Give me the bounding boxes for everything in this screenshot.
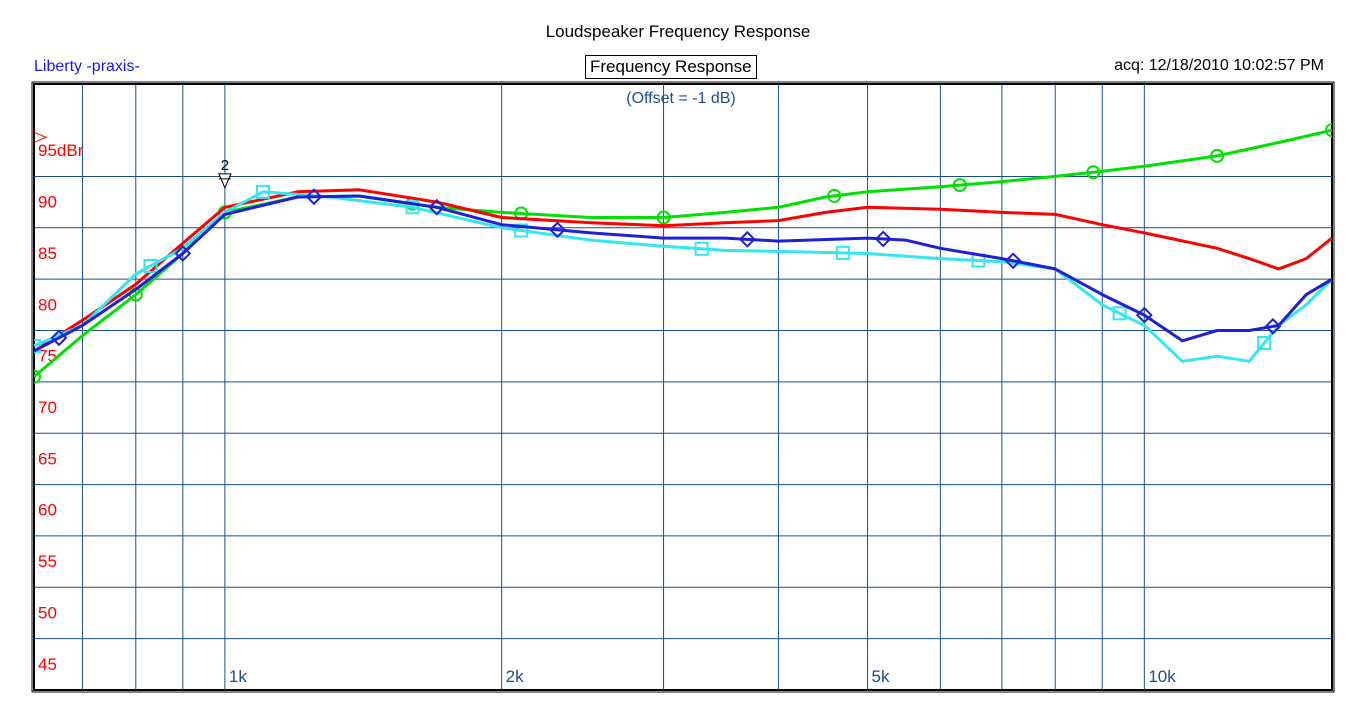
device-label: Liberty -praxis-	[34, 58, 140, 75]
series-marker	[738, 230, 756, 248]
series-marker	[1004, 252, 1022, 270]
y-tick-label: 50	[38, 603, 57, 622]
series-marker	[255, 184, 270, 199]
y-tick-label: 90	[38, 193, 57, 212]
series-marker	[405, 200, 420, 215]
y-tick-label: 70	[38, 398, 57, 417]
series-marker	[174, 245, 192, 262]
series-marker	[34, 369, 41, 384]
series-marker	[1086, 165, 1101, 180]
series-marker	[1135, 306, 1153, 324]
y-tick-label: 60	[38, 501, 57, 520]
chart-title: Loudspeaker Frequency Response	[545, 22, 811, 41]
series-marker	[1257, 336, 1272, 351]
series-line-4	[34, 194, 1332, 353]
outer-frame	[31, 81, 1335, 693]
series-marker	[952, 178, 967, 193]
series-line-2	[34, 188, 1332, 353]
cursor-marker-label: 2	[221, 157, 229, 174]
x-tick-label: 5k	[872, 667, 890, 686]
y-tick-label: 45	[38, 655, 57, 674]
series-marker	[656, 210, 671, 225]
series-marker	[514, 223, 529, 238]
acquisition-timestamp: acq: 12/18/2010 10:02:57 PM	[1114, 57, 1324, 74]
x-tick-label: 2k	[506, 667, 524, 686]
measurement-name-box[interactable]: Frequency Response	[585, 55, 757, 79]
series-marker	[305, 188, 323, 206]
series-marker	[143, 258, 158, 273]
series-marker	[549, 221, 566, 239]
series-marker	[1325, 123, 1332, 138]
series-marker	[835, 245, 850, 260]
ref-level-marker	[33, 131, 48, 143]
series-marker	[1112, 306, 1127, 321]
plot-area	[33, 83, 1333, 691]
y-tick-label: 55	[38, 552, 57, 571]
series-marker	[428, 198, 446, 216]
series-layer	[34, 123, 1332, 384]
series-marker	[874, 230, 892, 248]
series-marker	[50, 329, 68, 347]
cursor-marker	[218, 173, 232, 190]
series-marker	[34, 338, 41, 353]
series-marker	[1210, 148, 1225, 163]
series-marker	[827, 188, 842, 203]
series-line-3	[34, 190, 1332, 363]
offset-subtitle: (Offset = -1 dB)	[626, 90, 736, 107]
y-tick-label: 85	[38, 244, 57, 263]
y-tick-label: 95dBr	[38, 141, 84, 160]
series-marker	[1264, 317, 1282, 335]
y-tick-label: 65	[38, 449, 57, 468]
x-tick-label: 10k	[1148, 667, 1176, 686]
series-marker	[694, 241, 709, 256]
y-tick-label: 80	[38, 295, 57, 314]
x-tick-label: 1k	[229, 667, 247, 686]
